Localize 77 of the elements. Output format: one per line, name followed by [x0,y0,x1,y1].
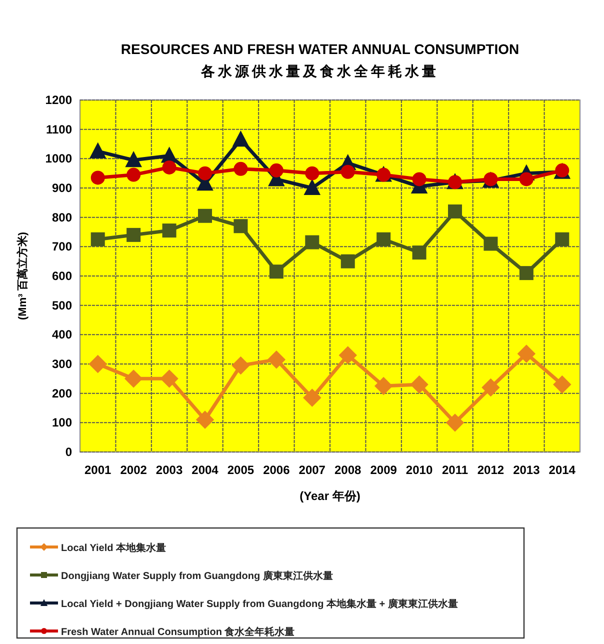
legend-label: Dongjiang Water Supply from Guangdong 廣東東江供水量 [61,570,333,582]
point [376,232,391,246]
point [162,160,176,174]
point [198,166,212,180]
y-tick-label: 900 [52,181,72,195]
point [126,228,141,242]
y-tick-label: 100 [52,416,72,430]
x-tick-label: 2014 [548,463,576,477]
y-tick-label: 1000 [45,152,72,166]
x-tick-label: 2007 [298,463,326,477]
point [232,356,250,375]
point [89,142,106,158]
point [484,236,498,251]
point [553,375,572,394]
point [410,375,428,394]
point [519,172,534,186]
x-tick-label: 2004 [192,463,219,477]
point [555,232,570,246]
y-tick-label: 200 [52,386,72,400]
x-tick-label: 2001 [84,463,112,477]
point [88,354,107,374]
point [124,370,143,388]
point [338,346,357,364]
point [374,376,393,396]
y-tick-label: 1200 [45,93,72,107]
point [446,414,464,432]
legend-label: Fresh Water Annual Consumption 食水全年耗水量 [61,626,295,638]
x-tick-label: 2009 [370,463,398,477]
x-tick-label: 2008 [334,463,362,477]
x-tick-label: 2011 [442,463,468,477]
point [162,224,176,238]
point [340,254,355,268]
point [126,168,141,182]
point [340,164,355,179]
point [267,350,286,369]
y-tick-label: 700 [52,240,72,254]
point [303,388,322,407]
chart-title: RESOURCES AND FRESH WATER ANNUAL CONSUMPTION [120,41,520,57]
point [517,344,536,363]
point [519,266,534,280]
y-tick-label: 600 [52,269,72,283]
legend-label: Local Yield + Dongjiang Water Supply from Guangdong 本地集水量 + 廣東東江供水量 [61,598,458,610]
x-tick-label: 2013 [513,463,540,477]
y-tick-label: 500 [52,298,72,312]
point [448,204,462,218]
point [305,235,320,250]
point [412,172,426,186]
x-tick-label: 2010 [406,463,433,477]
point [234,219,248,234]
x-tick-label: 2006 [263,463,290,477]
point [304,178,321,195]
point [305,166,320,180]
point [160,370,178,388]
y-tick-label: 800 [52,210,72,224]
x-tick-label: 2003 [156,463,183,477]
point [198,208,212,223]
point [269,264,284,279]
x-axis-title: (Year 年份) [300,489,360,503]
x-tick-label: 2002 [120,463,148,477]
point [269,163,284,178]
point [125,151,142,168]
point [90,232,105,246]
point [196,410,214,429]
point [412,246,426,260]
y-axis-title: (Mm³ 百萬立方米) [16,232,29,320]
x-tick-label: 2012 [477,463,504,477]
legend-label: Local Yield 本地集水量 [61,542,166,554]
point [232,130,250,147]
y-tick-label: 1100 [46,122,72,136]
chart-subtitle: 各水源供水量及食水全年耗水量 [200,63,439,79]
y-tick-label: 400 [52,328,72,342]
y-tick-label: 0 [65,445,72,459]
point [90,170,105,185]
point [234,162,248,176]
y-tick-label: 300 [52,357,72,371]
point [482,378,500,397]
x-tick-label: 2005 [227,463,254,477]
